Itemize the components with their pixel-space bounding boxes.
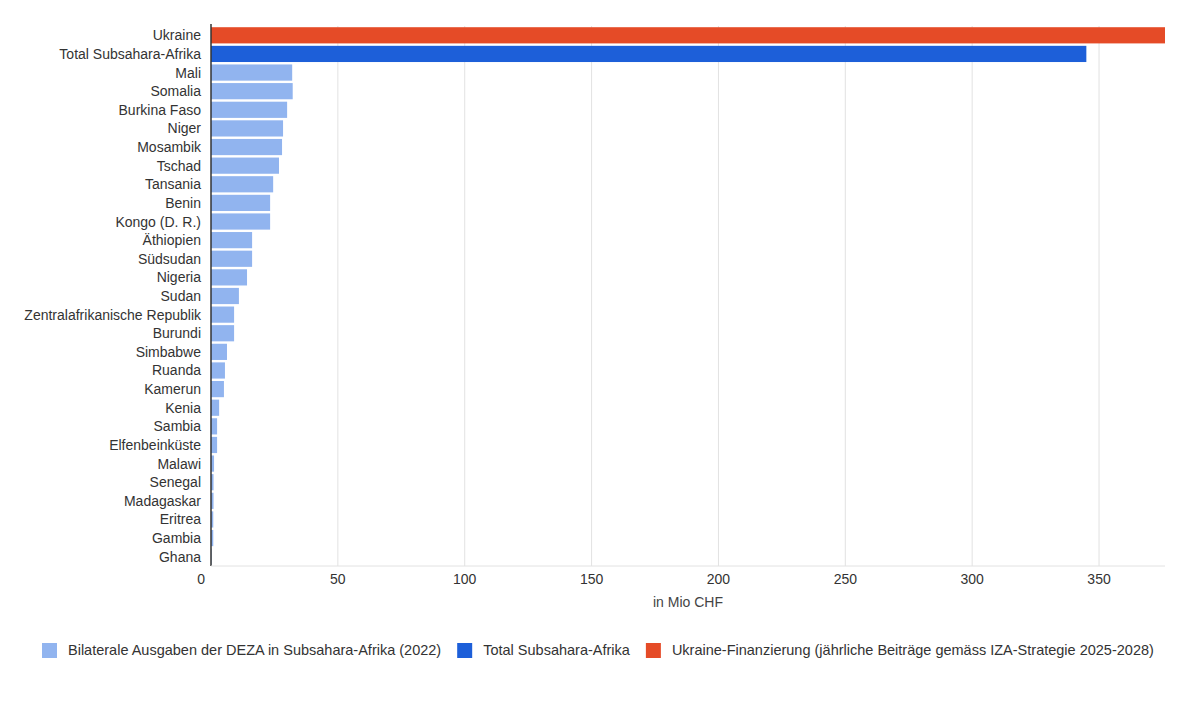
grid-line [845, 26, 846, 566]
grid-line [591, 26, 592, 566]
category-label: Tschad [157, 158, 201, 174]
category-label: Kenia [165, 400, 201, 416]
bar [211, 64, 292, 80]
bar [211, 158, 279, 174]
category-label: Ukraine [153, 27, 201, 43]
bar [211, 362, 225, 378]
category-label: Burkina Faso [119, 102, 202, 118]
bar [211, 27, 1165, 43]
bar [211, 102, 287, 118]
legend-label: Bilaterale Ausgaben der DEZA in Subsahar… [68, 642, 441, 658]
legend-swatch [457, 643, 472, 658]
category-label: Elfenbeinküste [109, 437, 201, 453]
category-label: Niger [168, 120, 202, 136]
category-label: Total Subsahara-Afrika [59, 46, 201, 62]
bars [211, 27, 1165, 565]
bar [211, 139, 282, 155]
bar [211, 176, 273, 192]
category-label: Tansania [145, 176, 201, 192]
category-label: Kongo (D. R.) [115, 214, 201, 230]
tick-label: 150 [580, 571, 604, 587]
legend-label: Ukraine-Finanzierung (jährliche Beiträge… [672, 642, 1154, 658]
tick-label: 0 [197, 571, 205, 587]
category-label: Somalia [150, 83, 201, 99]
tick-label: 300 [960, 571, 984, 587]
bar [211, 83, 293, 99]
category-label: Malawi [157, 456, 201, 472]
chart: 0 50 100 150 200 250 300 350 Ukraine Total Subsah… [0, 0, 1200, 713]
bar [211, 46, 1086, 62]
bar [211, 269, 247, 285]
bar [211, 232, 252, 248]
bar [211, 381, 224, 397]
grid-line [1099, 26, 1100, 566]
category-label: Sambia [154, 418, 202, 434]
category-label: Zentralafrikanische Republik [24, 307, 202, 323]
grid-line [972, 26, 973, 566]
category-label: Gambia [152, 530, 201, 546]
category-label: Senegal [150, 474, 201, 490]
bar [211, 325, 234, 341]
legend-swatch [42, 643, 57, 658]
category-label: Sudan [161, 288, 201, 304]
category-label: Nigeria [157, 269, 202, 285]
category-label: Südsudan [138, 251, 201, 267]
grid-line [718, 26, 719, 566]
category-label: Madagaskar [124, 493, 201, 509]
category-label: Äthiopien [143, 232, 201, 248]
category-label: Mali [175, 65, 201, 81]
tick-label: 100 [453, 571, 477, 587]
y-axis-line [210, 24, 212, 566]
x-axis-line [211, 566, 1165, 567]
bar [211, 120, 283, 136]
bar [211, 400, 219, 416]
tick-label: 350 [1087, 571, 1111, 587]
tick-label: 200 [707, 571, 731, 587]
category-label: Mosambik [137, 139, 202, 155]
category-label: Benin [165, 195, 201, 211]
grid-line [337, 26, 338, 566]
legend-swatch [646, 643, 661, 658]
bar [211, 288, 239, 304]
bar [211, 437, 217, 453]
category-label: Simbabwe [136, 344, 202, 360]
x-axis-label: in Mio CHF [653, 594, 723, 610]
tick-label: 250 [834, 571, 858, 587]
category-label: Ghana [159, 549, 201, 565]
grid-line [464, 26, 465, 566]
category-label: Eritrea [160, 511, 201, 527]
bar [211, 195, 270, 211]
bar [211, 213, 270, 229]
category-label: Burundi [153, 325, 201, 341]
bar [211, 251, 252, 267]
bar [211, 307, 234, 323]
bar [211, 344, 227, 360]
legend-label: Total Subsahara-Afrika [483, 642, 631, 658]
tick-label: 50 [330, 571, 346, 587]
category-label: Kamerun [144, 381, 201, 397]
category-label: Ruanda [152, 362, 201, 378]
bar [211, 418, 217, 434]
